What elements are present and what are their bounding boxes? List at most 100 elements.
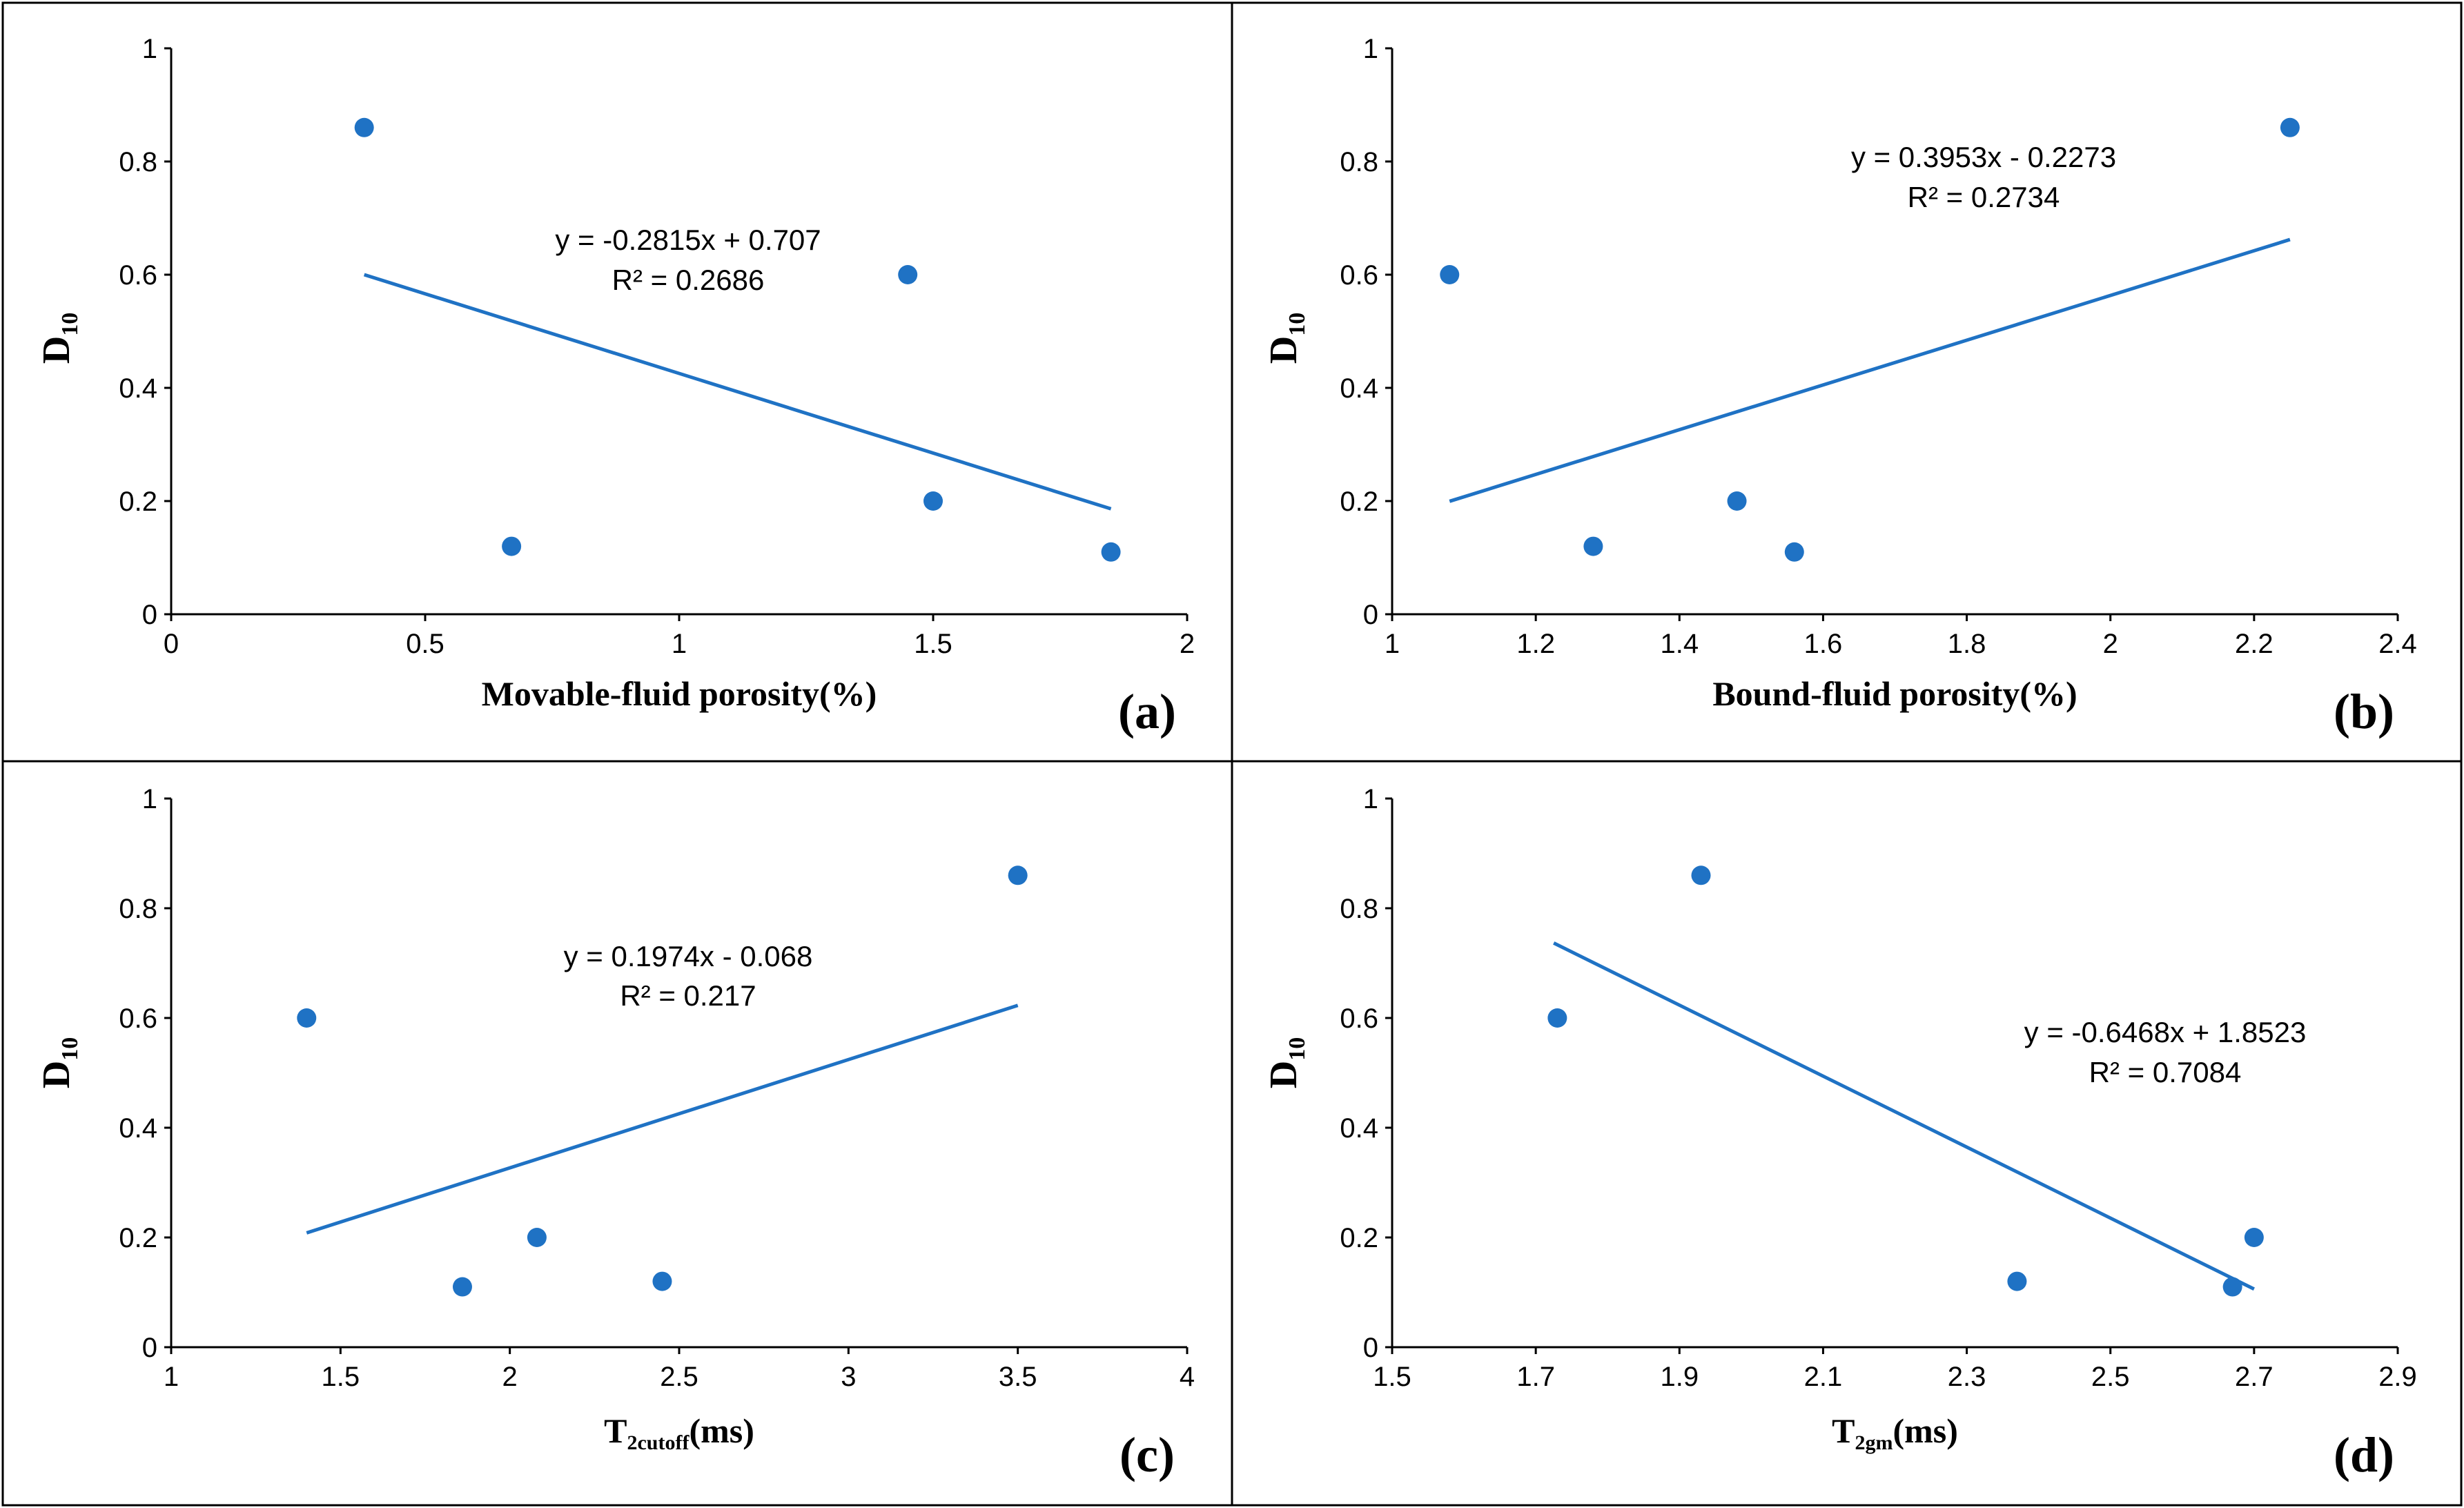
- y-tick-label: 0.8: [119, 147, 157, 177]
- chart-panel-1: 00.20.40.60.810 0.5 1 1.5 2y = -0.2815x + 0.…: [35, 34, 1195, 739]
- y-tick-label: 0.2: [119, 1223, 157, 1253]
- x-tick-label: 1: [164, 1362, 179, 1392]
- x-axis-title-unit: (ms): [1893, 1411, 1957, 1450]
- y-tick-label: 1: [1363, 784, 1378, 814]
- data-point: [1727, 491, 1747, 511]
- y-tick-label: 0.2: [119, 487, 157, 517]
- data-point: [1784, 542, 1804, 562]
- panel-label: (c): [1119, 1427, 1175, 1482]
- trendline: [1553, 941, 2255, 1291]
- data-point: [652, 1271, 672, 1291]
- x-axis-title: T2cutoff(ms): [604, 1411, 754, 1454]
- y-axis-title: D10: [1262, 1037, 1310, 1088]
- y-axis-title-main: D: [1262, 1061, 1305, 1088]
- x-tick-label: 2.9: [2378, 1362, 2417, 1392]
- data-point: [354, 117, 374, 137]
- panel-label: (a): [1118, 684, 1176, 739]
- x-axis-title: Bound-fluid porosity(%): [1712, 674, 2077, 713]
- data-point: [1547, 1008, 1567, 1028]
- x-tick-label: 2: [502, 1362, 518, 1392]
- data-point: [502, 536, 522, 556]
- x-tick-label: 1.5: [1373, 1362, 1411, 1392]
- data-point: [452, 1277, 472, 1297]
- y-axis-title-sub: 10: [57, 313, 83, 336]
- chart-panel-2: 0 0.2 0.4 0.6 0.8 1 1 1.2 1.4 1.6 1.8 2 2.2 2.4 y = 0.…: [1262, 34, 2417, 739]
- x-tick-label: 2.5: [660, 1362, 698, 1392]
- chart-panels: 00.20.40.60.810 0.5 1 1.5 2y = -0.2815x + 0.…: [35, 34, 2417, 1482]
- y-tick-label: 0: [1363, 1333, 1378, 1363]
- x-axis-title-main: T: [1832, 1411, 1855, 1450]
- x-tick-label: 1.7: [1516, 1362, 1555, 1392]
- x-tick-label: 3.5: [999, 1362, 1037, 1392]
- data-point: [527, 1228, 547, 1247]
- data-point: [2280, 117, 2300, 137]
- y-tick-label: 0: [142, 1333, 157, 1363]
- x-axis-title-sub: 2cutoff: [627, 1431, 690, 1454]
- x-tick-label: 1.5: [322, 1362, 360, 1392]
- y-axis-title-main: D: [1262, 336, 1305, 364]
- y-tick-label: 0.6: [119, 260, 157, 291]
- y-tick-label: 0.8: [119, 894, 157, 924]
- x-tick-label: 1.5: [914, 629, 952, 659]
- y-tick-label: 0: [1363, 600, 1378, 630]
- data-point: [1101, 542, 1121, 562]
- trendline-equation: y = -0.6468x + 1.8523: [2024, 1016, 2307, 1048]
- x-axis-title-main: T: [604, 1411, 627, 1450]
- data-point: [1008, 865, 1028, 885]
- r-squared-label: R² = 0.2686: [612, 264, 765, 296]
- y-axis-title-sub: 10: [57, 1037, 83, 1061]
- y-tick-label: 0.4: [1340, 1113, 1378, 1144]
- y-axis-title-sub: 10: [1284, 1037, 1310, 1061]
- x-tick-label: 2.3: [1948, 1362, 1986, 1392]
- data-point: [898, 265, 918, 284]
- y-tick-label: 0.4: [1340, 373, 1378, 404]
- x-axis-title-unit: (ms): [689, 1411, 754, 1450]
- y-tick-label: 0.2: [1340, 487, 1378, 517]
- x-tick-label: 2: [2103, 629, 2118, 659]
- x-tick-label: 1.2: [1516, 629, 1555, 659]
- trendline: [306, 1003, 1019, 1235]
- x-tick-label: 2: [1180, 629, 1195, 659]
- x-tick-label: 2.1: [1804, 1362, 1843, 1392]
- data-point: [2244, 1228, 2264, 1247]
- data-point: [923, 491, 943, 511]
- x-tick-label: 3: [841, 1362, 856, 1392]
- data-point: [1691, 865, 1711, 885]
- x-tick-label: 1: [672, 629, 687, 659]
- x-tick-label: 1: [1385, 629, 1400, 659]
- y-tick-label: 1: [1363, 34, 1378, 64]
- data-point: [1440, 265, 1460, 284]
- data-point: [297, 1008, 317, 1028]
- chart-panel-3: 0 0.2 0.4 0.6 0.8 1 1 1.5 2 2.5 3 3.5 4 y = 0.1974x -…: [35, 784, 1195, 1482]
- x-axis-title: T2gm(ms): [1832, 1411, 1958, 1454]
- panel-label: (d): [2334, 1427, 2394, 1482]
- x-tick-label: 2.2: [2235, 629, 2274, 659]
- trendline-equation: y = 0.1974x - 0.068: [564, 940, 813, 972]
- x-tick-label: 0.5: [406, 629, 444, 659]
- panel-label: (b): [2334, 684, 2394, 739]
- y-axis-title-sub: 10: [1284, 313, 1310, 336]
- y-tick-label: 0.6: [1340, 260, 1378, 291]
- y-axis-title-main: D: [35, 336, 78, 364]
- r-squared-label: R² = 0.7084: [2089, 1056, 2242, 1088]
- y-tick-label: 1: [142, 784, 157, 814]
- x-tick-label: 4: [1180, 1362, 1195, 1392]
- x-tick-label: 1.8: [1948, 629, 1986, 659]
- y-axis-title: D10: [35, 313, 83, 364]
- y-axis-title: D10: [35, 1037, 83, 1088]
- chart-panel-4: 0 0.2 0.4 0.6 0.8 1 1.5 1.7 1.9 2.1 2.3 2.5 2.7 2.9 y …: [1262, 784, 2417, 1482]
- r-squared-label: R² = 0.217: [620, 979, 756, 1012]
- x-tick-label: 2.5: [2091, 1362, 2130, 1392]
- x-axis-title: Movable-fluid porosity(%): [482, 674, 877, 713]
- x-tick-label: 0: [164, 629, 179, 659]
- x-tick-label: 1.4: [1660, 629, 1699, 659]
- y-tick-label: 0.6: [1340, 1003, 1378, 1034]
- y-axis-title-main: D: [35, 1061, 78, 1088]
- x-axis-title-sub: 2gm: [1855, 1431, 1893, 1454]
- trendline-equation: y = -0.2815x + 0.707: [555, 224, 821, 256]
- y-tick-label: 1: [142, 34, 157, 64]
- data-point: [2007, 1271, 2027, 1291]
- y-tick-label: 0.8: [1340, 147, 1378, 177]
